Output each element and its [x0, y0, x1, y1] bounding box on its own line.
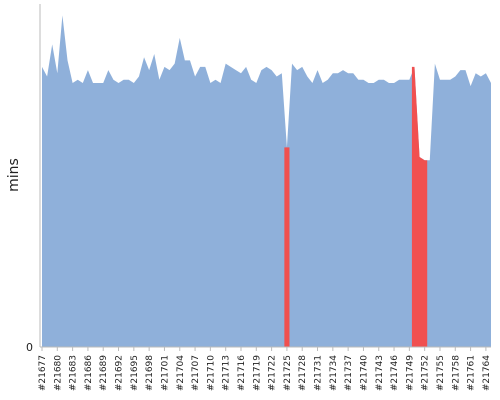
x-tick-label: #21761: [467, 355, 477, 391]
x-tick-label: #21731: [314, 355, 324, 391]
x-tick-label: #21698: [145, 355, 155, 391]
x-tick-label: #21734: [329, 355, 339, 391]
x-tick-label: #21692: [115, 355, 125, 391]
x-tick-label: #21713: [222, 355, 232, 391]
failed-build-segment: [411, 66, 428, 348]
x-tick-label: #21725: [283, 355, 293, 391]
x-tick-label: #21695: [130, 355, 140, 391]
x-tick-label: #21758: [451, 355, 461, 391]
axes: [39, 4, 491, 348]
x-tick-label: #21710: [206, 355, 216, 391]
series-area: [42, 15, 491, 348]
x-ticks: #21677 #21680 #21683 #21686 #21689 #21692 #216…: [38, 347, 492, 391]
x-tick-label: #21689: [99, 355, 109, 391]
x-tick-label: #21749: [405, 355, 415, 391]
x-tick-label: #21719: [252, 355, 262, 391]
x-tick-label: #21686: [84, 355, 94, 391]
x-tick-label: #21764: [482, 355, 492, 391]
x-tick-label: #21737: [344, 355, 354, 391]
x-tick-label: #21704: [176, 355, 186, 391]
x-tick-label: #21680: [53, 355, 63, 391]
x-tick-label: #21707: [191, 355, 201, 391]
x-tick-label: #21755: [436, 355, 446, 391]
y-axis-label: mins: [6, 158, 22, 192]
x-tick-label: #21728: [298, 355, 308, 391]
x-tick-label: #21722: [268, 355, 278, 391]
x-tick-label: #21716: [237, 355, 247, 391]
failed-build-segment: [284, 147, 290, 347]
x-tick-label: #21746: [390, 355, 400, 391]
y-ticks: 0: [26, 341, 33, 354]
x-tick-label: #21752: [421, 355, 431, 391]
x-tick-label: #21677: [38, 355, 48, 391]
x-tick-label: #21743: [375, 355, 385, 391]
x-tick-label: #21683: [69, 355, 79, 391]
x-tick-label: #21701: [160, 355, 170, 391]
y-tick-label: 0: [26, 341, 33, 354]
x-tick-label: #21740: [359, 355, 369, 391]
series-area-fill: [42, 15, 491, 348]
